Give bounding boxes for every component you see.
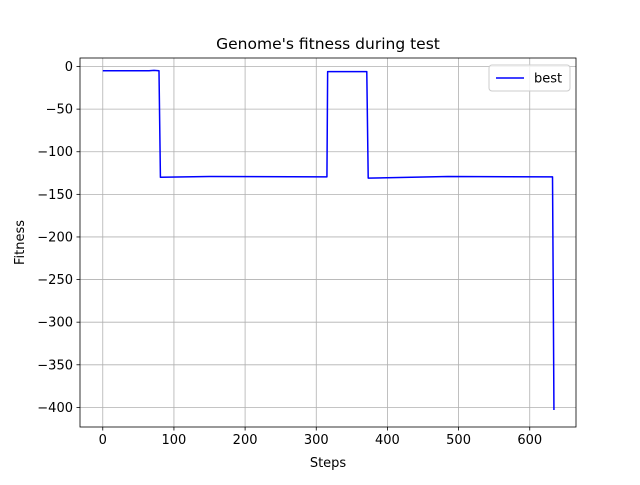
y-tick-label: −300 <box>37 316 73 331</box>
legend: best <box>488 64 571 92</box>
y-tick-label: −250 <box>37 273 73 288</box>
x-tick-label: 400 <box>375 433 400 448</box>
chart-title: Genome's fitness during test <box>216 35 440 53</box>
y-axis-label: Fitness <box>13 220 28 265</box>
x-tick-label: 500 <box>446 433 471 448</box>
x-axis-ticks: 0 100 200 300 400 500 600 <box>99 427 542 448</box>
y-tick-label: −350 <box>37 358 73 373</box>
y-tick-label: −200 <box>37 230 73 245</box>
x-axis-label: Steps <box>310 456 347 471</box>
y-axis-ticks: 0 −50 −100 −150 −200 −250 −300 −350 −400 <box>37 60 80 416</box>
x-tick-label: 600 <box>517 433 542 448</box>
y-tick-label: 0 <box>65 60 73 75</box>
grid-lines <box>80 58 576 427</box>
x-tick-label: 300 <box>304 433 329 448</box>
plot-frame <box>79 57 577 428</box>
series-line-best <box>102 69 555 410</box>
y-tick-label: −50 <box>46 103 73 118</box>
legend-label-best: best <box>534 72 562 87</box>
x-tick-label: 100 <box>162 433 187 448</box>
y-tick-label: −400 <box>37 401 73 416</box>
series-lines <box>102 69 555 410</box>
x-tick-label: 200 <box>233 433 258 448</box>
x-tick-label: 0 <box>99 433 107 448</box>
y-tick-label: −150 <box>37 188 73 203</box>
legend-box <box>488 64 571 92</box>
y-tick-label: −100 <box>37 145 73 160</box>
